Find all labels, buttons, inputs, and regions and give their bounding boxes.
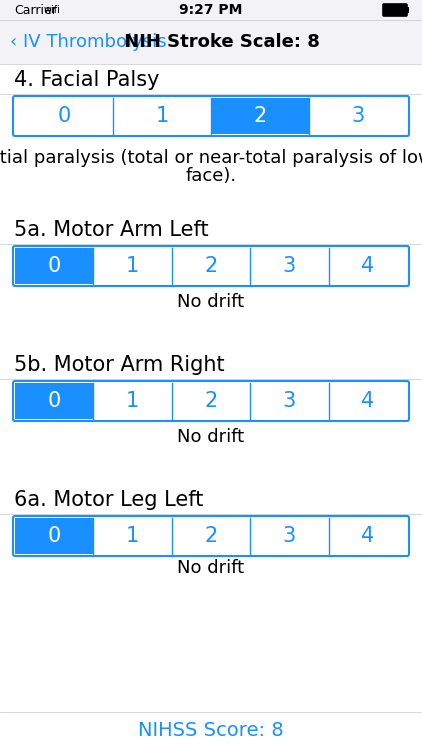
Text: 1: 1 (155, 106, 169, 126)
Text: 5a. Motor Arm Left: 5a. Motor Arm Left (14, 220, 208, 240)
Bar (329, 383, 407, 419)
Text: 3: 3 (283, 526, 296, 546)
Text: 3: 3 (283, 256, 296, 276)
Text: 0: 0 (48, 526, 61, 546)
Text: No drift: No drift (177, 559, 245, 577)
Bar (15, 248, 93, 284)
Bar (250, 248, 329, 284)
Text: ‹ IV Thrombolysis: ‹ IV Thrombolysis (10, 33, 167, 51)
Text: 5b. Motor Arm Right: 5b. Motor Arm Right (14, 355, 225, 375)
Text: 4: 4 (361, 256, 374, 276)
Bar (250, 383, 329, 419)
Bar (93, 518, 172, 554)
Text: Partial paralysis (total or near-total paralysis of lower: Partial paralysis (total or near-total p… (0, 149, 422, 167)
Bar (329, 248, 407, 284)
Text: NIHSS Score: 8: NIHSS Score: 8 (138, 722, 284, 740)
Bar (113, 98, 211, 134)
Bar (309, 98, 407, 134)
Text: 4: 4 (361, 526, 374, 546)
Text: Carrier: Carrier (14, 4, 57, 16)
Text: 2: 2 (253, 106, 267, 126)
Bar (0, 0, 422, 20)
Bar (93, 248, 172, 284)
Bar (172, 248, 250, 284)
Bar (15, 383, 93, 419)
Text: 0: 0 (48, 391, 61, 411)
Text: 2: 2 (204, 256, 218, 276)
Bar (15, 518, 93, 554)
Text: face).: face). (185, 167, 237, 185)
Text: 6a. Motor Leg Left: 6a. Motor Leg Left (14, 490, 203, 510)
FancyBboxPatch shape (383, 4, 407, 16)
Text: NIH Stroke Scale: 8: NIH Stroke Scale: 8 (118, 33, 320, 51)
Text: 1: 1 (126, 526, 139, 546)
Text: 0: 0 (57, 106, 70, 126)
Bar (172, 383, 250, 419)
Bar (0, 20, 422, 64)
Text: 2: 2 (204, 526, 218, 546)
Bar (172, 518, 250, 554)
Text: 1: 1 (126, 256, 139, 276)
Bar (329, 518, 407, 554)
Text: 1: 1 (126, 391, 139, 411)
Bar (211, 98, 309, 134)
Bar (15, 98, 113, 134)
Text: 9:27 PM: 9:27 PM (179, 3, 243, 17)
Text: No drift: No drift (177, 293, 245, 311)
Text: No drift: No drift (177, 428, 245, 446)
Text: 3: 3 (283, 391, 296, 411)
Text: 4. Facial Palsy: 4. Facial Palsy (14, 70, 160, 90)
Bar (93, 383, 172, 419)
Bar (250, 518, 329, 554)
Text: 3: 3 (352, 106, 365, 126)
Text: wifi: wifi (43, 5, 60, 15)
Bar (406, 7, 408, 13)
Text: 0: 0 (48, 256, 61, 276)
Text: 2: 2 (204, 391, 218, 411)
Text: 4: 4 (361, 391, 374, 411)
